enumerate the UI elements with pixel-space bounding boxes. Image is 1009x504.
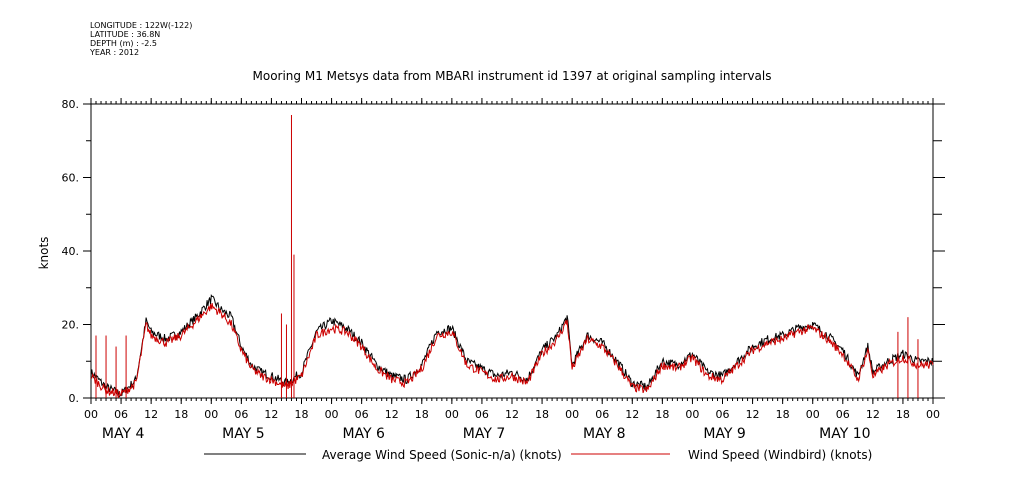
y-tick-label: 80. bbox=[62, 98, 80, 111]
x-tick-label: 00 bbox=[806, 408, 820, 421]
y-tick-label: 0. bbox=[69, 392, 80, 405]
x-tick-label: 06 bbox=[114, 408, 128, 421]
x-tick-label: 18 bbox=[415, 408, 429, 421]
longitude-text: LONGITUDE : 122W(-122) bbox=[90, 21, 193, 30]
y-tick-label: 20. bbox=[62, 319, 80, 332]
legend-label: Average Wind Speed (Sonic-n/a) (knots) bbox=[322, 448, 562, 462]
x-tick-label: 00 bbox=[685, 408, 699, 421]
x-tick-label: 00 bbox=[325, 408, 339, 421]
chart-title: Mooring M1 Metsys data from MBARI instru… bbox=[253, 69, 772, 83]
x-tick-label: 06 bbox=[595, 408, 609, 421]
y-tick-label: 60. bbox=[62, 172, 80, 185]
metadata-block: LONGITUDE : 122W(-122) LATITUDE : 36.8N … bbox=[90, 21, 192, 57]
x-tick-label: 06 bbox=[234, 408, 248, 421]
x-day-label: MAY 4 bbox=[102, 426, 145, 442]
x-day-label: MAY 5 bbox=[222, 426, 264, 442]
x-day-label: MAY 9 bbox=[703, 426, 745, 442]
x-tick-label: 12 bbox=[746, 408, 760, 421]
x-tick-label: 12 bbox=[625, 408, 639, 421]
x-tick-label: 12 bbox=[866, 408, 880, 421]
x-tick-label: 12 bbox=[264, 408, 278, 421]
y-tick-label: 40. bbox=[62, 245, 80, 258]
year-text: YEAR : 2012 bbox=[90, 48, 140, 57]
legend-label: Wind Speed (Windbird) (knots) bbox=[688, 448, 872, 462]
x-tick-label: 12 bbox=[505, 408, 519, 421]
x-day-label: MAY 6 bbox=[342, 426, 385, 442]
x-tick-label: 00 bbox=[204, 408, 218, 421]
y-axis-label: knots bbox=[37, 237, 51, 270]
x-tick-label: 18 bbox=[896, 408, 910, 421]
x-tick-label: 00 bbox=[445, 408, 459, 421]
x-day-label: MAY 7 bbox=[463, 426, 505, 442]
depth-text: DEPTH (m) : -2.5 bbox=[90, 39, 157, 48]
series-line-windbird-wind-speed bbox=[90, 303, 934, 398]
x-tick-label: 00 bbox=[926, 408, 940, 421]
x-tick-label: 00 bbox=[565, 408, 579, 421]
x-day-label: MAY 8 bbox=[583, 426, 625, 442]
x-tick-label: 18 bbox=[655, 408, 669, 421]
x-tick-label: 06 bbox=[355, 408, 369, 421]
x-tick-label: 12 bbox=[144, 408, 158, 421]
latitude-text: LATITUDE : 36.8N bbox=[90, 30, 161, 39]
series-line-average-wind-speed bbox=[90, 294, 934, 398]
x-tick-label: 06 bbox=[475, 408, 489, 421]
x-tick-label: 18 bbox=[535, 408, 549, 421]
x-tick-label: 06 bbox=[836, 408, 850, 421]
x-tick-label: 18 bbox=[295, 408, 309, 421]
x-tick-label: 00 bbox=[84, 408, 98, 421]
x-tick-label: 06 bbox=[716, 408, 730, 421]
x-tick-label: 18 bbox=[174, 408, 188, 421]
plot-frame bbox=[90, 103, 934, 399]
x-day-label: MAY 10 bbox=[819, 426, 870, 442]
x-tick-label: 12 bbox=[385, 408, 399, 421]
x-tick-label: 18 bbox=[776, 408, 790, 421]
